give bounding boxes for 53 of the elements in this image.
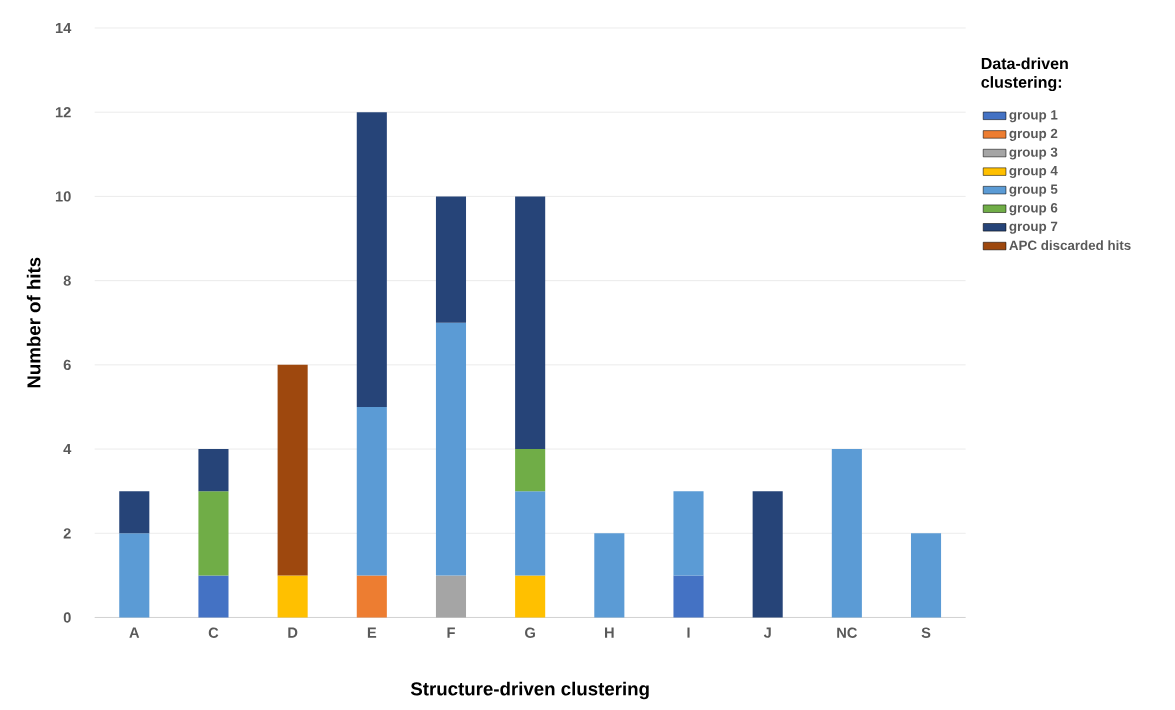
x-tick-label: A <box>129 627 140 638</box>
x-tick-label: G <box>525 627 535 639</box>
bar <box>277 575 308 618</box>
bar <box>435 322 467 576</box>
legend-label: group 5 <box>1009 184 1058 197</box>
bar <box>356 575 387 618</box>
x-tick-label: I <box>687 627 690 638</box>
bar <box>831 449 862 618</box>
bar <box>198 575 229 618</box>
bar <box>277 365 308 576</box>
legend-label: group 7 <box>1009 221 1058 234</box>
bar <box>198 449 229 492</box>
legend-label: group 3 <box>1009 147 1058 160</box>
bar <box>515 196 546 450</box>
bar <box>435 575 467 618</box>
x-tick-label: D <box>288 627 298 638</box>
y-tick-label: 10 <box>55 191 71 202</box>
bar <box>198 491 229 576</box>
x-tick-label: NC <box>837 627 858 639</box>
y-tick-label: 8 <box>63 275 71 287</box>
x-axis-title: Structure-driven clustering <box>410 681 649 700</box>
y-tick-label: 0 <box>63 612 71 623</box>
bar <box>119 533 150 618</box>
x-tick-label: J <box>763 627 771 639</box>
x-tick-label: F <box>447 627 455 638</box>
legend-title: Data-driven clustering: <box>981 57 1068 92</box>
x-tick-label: E <box>367 627 377 638</box>
bar <box>515 449 546 492</box>
bar <box>356 112 387 408</box>
bar <box>673 575 704 618</box>
y-tick-label: 14 <box>55 23 72 34</box>
bar <box>910 533 942 618</box>
x-tick-label: S <box>921 627 931 639</box>
y-tick-label: 2 <box>63 528 71 539</box>
legend-label: APC discarded hits <box>1009 240 1131 251</box>
bar <box>356 407 387 576</box>
bar <box>435 196 467 323</box>
bar <box>515 491 546 576</box>
bar <box>119 491 150 534</box>
bar <box>752 491 783 618</box>
bar <box>515 575 546 618</box>
legend-label: group 1 <box>1009 110 1058 123</box>
x-tick-label: H <box>605 627 614 638</box>
bar <box>594 533 625 618</box>
legend-label: group 4 <box>1009 166 1058 179</box>
bar <box>673 491 704 576</box>
y-tick-label: 6 <box>63 359 71 371</box>
y-tick-label: 4 <box>63 444 72 455</box>
x-tick-label: C <box>208 627 219 639</box>
y-axis-title: Number of hits <box>26 257 41 388</box>
legend-label: group 6 <box>1009 203 1058 216</box>
legend-label: group 2 <box>1009 128 1058 142</box>
y-tick-label: 12 <box>55 107 71 118</box>
